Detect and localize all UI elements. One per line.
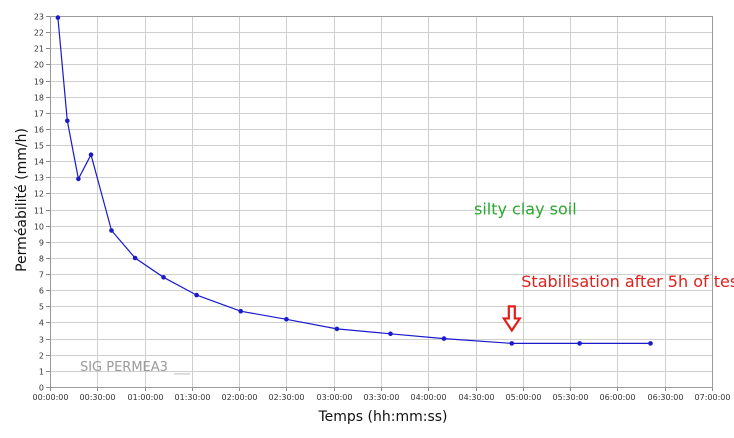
y-tick-label: 14 [34,158,44,167]
data-point [88,152,94,157]
x-tick-label: 05:30:00 [553,393,589,402]
data-point [334,326,340,332]
y-tick-label: 8 [39,255,44,264]
data-point [194,292,199,298]
x-tick-label: 00:30:00 [80,393,116,402]
annotation-watermark: SIG PERMEA3 [80,360,168,375]
data-point [76,176,81,182]
y-tick-label: 18 [34,94,44,103]
y-tick-label: 13 [34,174,44,183]
y-tick-label: 11 [34,207,44,216]
data-point [132,255,138,261]
down-arrow-icon [501,305,522,333]
tick-layer: 0123456789101112131415161718192021222300… [33,13,731,403]
x-tick-label: 00:00:00 [33,393,69,402]
x-tick-label: 04:00:00 [411,393,447,402]
axis-layer [46,16,713,391]
annotation-stabilisation: Stabilisation after 5h of test [521,272,734,291]
series-line [57,17,651,344]
y-tick-label: 17 [34,110,44,119]
y-tick-label: 7 [39,271,44,280]
y-tick-label: 4 [39,319,44,328]
data-point [65,118,70,124]
plot-frame [50,16,713,388]
grid-layer [50,16,713,388]
y-tick-label: 9 [39,239,44,248]
y-tick-label: 12 [34,190,44,199]
data-point [161,275,166,280]
data-point [388,331,393,337]
x-tick-label: 06:00:00 [600,393,636,402]
y-axis-title: Perméabilité (mm/h) [14,128,30,272]
x-tick-label: 07:00:00 [695,393,731,402]
y-tick-label: 23 [34,13,44,22]
x-tick-label: 01:30:00 [175,393,211,402]
data-point [648,341,653,346]
data-point [55,15,61,20]
annotation-soil-type: silty clay soil [474,199,577,218]
y-tick-label: 22 [34,29,44,38]
x-tick-label: 06:30:00 [648,393,684,402]
series-layer [55,15,653,346]
y-tick-label: 6 [39,287,44,296]
data-point [577,341,582,346]
data-point [284,317,289,322]
y-tick-label: 0 [39,384,44,393]
x-tick-label: 03:30:00 [364,393,400,402]
data-point [441,336,447,341]
y-tick-label: 5 [39,303,44,312]
y-tick-label: 3 [39,336,44,345]
y-tick-label: 15 [34,142,44,151]
y-tick-label: 21 [34,45,44,54]
y-tick-label: 19 [34,78,44,87]
data-point [509,341,515,346]
x-tick-label: 02:30:00 [269,393,305,402]
x-tick-label: 04:30:00 [459,393,495,402]
annotation-layer: silty clay soil Stabilisation after 5h of… [80,199,734,374]
x-axis-title: Temps (hh:mm:ss) [317,409,447,425]
y-tick-label: 1 [39,368,44,377]
x-tick-label: 02:00:00 [222,393,258,402]
x-tick-label: 03:00:00 [317,393,353,402]
x-tick-label: 05:00:00 [506,393,542,402]
y-tick-label: 16 [34,126,44,135]
x-tick-label: 01:00:00 [128,393,164,402]
y-tick-label: 10 [34,223,44,232]
y-tick-label: 2 [39,352,44,361]
data-point [109,228,114,233]
data-point [238,308,243,314]
y-tick-label: 20 [34,61,44,70]
